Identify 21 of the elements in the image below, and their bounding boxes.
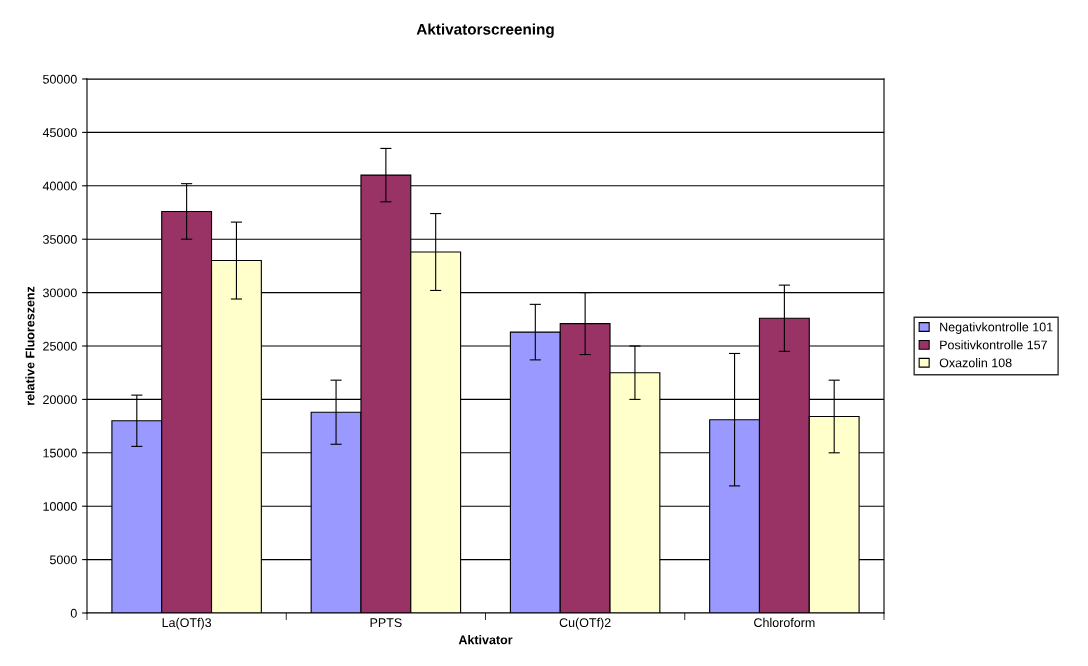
y-axis-title: relative Fluoreszenz [25, 286, 35, 405]
y-tick-label: 20000 [43, 395, 77, 405]
y-tick-label: 0 [70, 608, 77, 618]
y-tick-label: 15000 [43, 448, 77, 458]
x-tick-label: La(OTf)3 [162, 617, 212, 630]
y-tick-label: 40000 [42, 181, 77, 191]
y-tick-label: 10000 [43, 502, 77, 511]
y-tick-label: 50000 [43, 74, 77, 84]
chart-title: Aktivatorscreening [416, 23, 554, 38]
y-tick-label: 35000 [43, 235, 77, 244]
y-tick-label: 45000 [42, 128, 77, 138]
x-tick-label: PPTS [370, 618, 402, 628]
legend-label: Negativkontrolle 101 [940, 322, 1053, 334]
legend-label: Positivkontrolle 157 [940, 340, 1047, 350]
x-tick-label: Cu(OTf)2 [559, 617, 611, 630]
legend-label: Oxazolin 108 [939, 358, 1012, 368]
y-tick-label: 25000 [43, 341, 77, 351]
x-tick-label: Chloroform [754, 617, 815, 628]
y-tick-label: 5000 [49, 555, 77, 565]
y-tick-label: 30000 [43, 288, 77, 298]
x-axis-title: Aktivator [458, 635, 513, 645]
